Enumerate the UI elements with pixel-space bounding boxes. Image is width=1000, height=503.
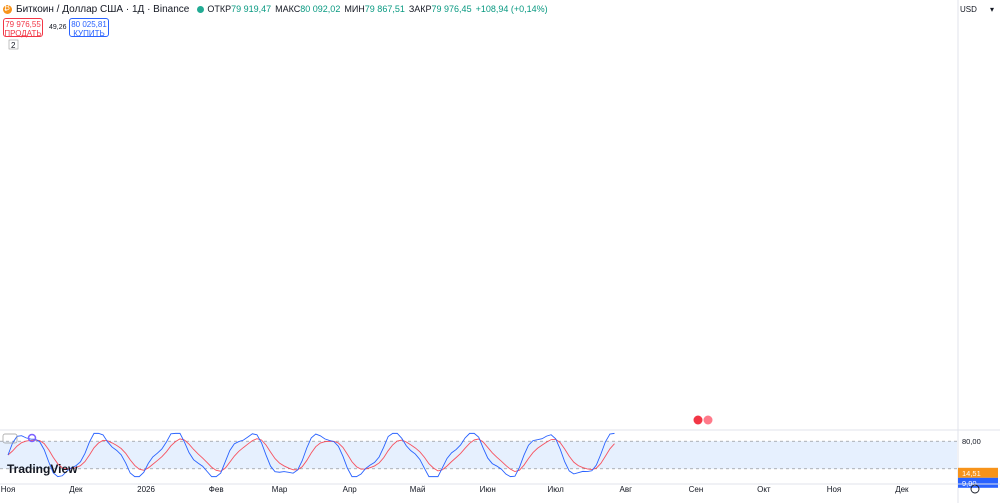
time-tick-label: Фев: [209, 485, 224, 494]
high-label: МАКС: [275, 4, 301, 14]
time-tick-label: Окт: [757, 485, 771, 494]
oscillator-d-line: [7, 438, 615, 473]
time-tick-label: Ноя: [1, 485, 16, 494]
low-label: МИН: [344, 4, 365, 14]
time-tick-label: Сен: [689, 485, 704, 494]
change-value: +108,94 (+0,14%): [475, 4, 548, 14]
close-label: ЗАКР: [408, 4, 432, 14]
time-tick-label: 2026: [137, 485, 155, 494]
time-tick-label: Апр: [343, 485, 358, 494]
tradingview-logo-text: TradingView: [7, 462, 78, 476]
interval-badge-label: 2: [11, 41, 16, 50]
high-value: 80 092,02: [300, 4, 341, 14]
oscillator-k-line: [7, 432, 615, 478]
tradingview-logo: TradingView: [7, 462, 77, 476]
bitcoin-icon: [3, 3, 12, 14]
buy-button[interactable]: 80 025,81 КУПИТЬ: [69, 18, 109, 38]
time-tick-label: Ноя: [827, 485, 842, 494]
oscillator-d-value: 9,90: [962, 479, 977, 488]
time-tick-label: Июн: [480, 485, 496, 494]
interval-badge: [8, 39, 19, 50]
oscillator-k-value: 14,51: [962, 469, 981, 478]
oscillator-level-label: 80,00: [962, 437, 981, 446]
market-status-icon: [197, 5, 205, 13]
buy-label: КУПИТЬ: [73, 29, 105, 38]
sell-price: 79 976,55: [5, 20, 41, 29]
oscillator-collapse-icon: [2, 433, 18, 444]
symbol-title[interactable]: Биткоин / Доллар США · 1Д · Binance: [16, 3, 190, 15]
time-axis: Ноя Дек 2026 Фев Мар Апр Май Июн Июл Авг Сен Окт Ноя…: [1, 485, 909, 494]
sell-button[interactable]: 79 976,55 ПРОДАТЬ: [3, 18, 43, 38]
currency-selector[interactable]: USD: [950, 2, 1000, 18]
time-tick-label: Дек: [895, 485, 909, 494]
close-value: 79 976,45: [431, 4, 472, 14]
symbol-header: Биткоин / Доллар США · 1Д · Binance ОТКР…: [0, 0, 552, 18]
event-marker-icon: [693, 415, 703, 425]
oscillator-band: [0, 441, 957, 469]
time-tick-label: Мар: [272, 485, 288, 494]
oscillator-k-tag: [958, 467, 998, 478]
time-tick-label: Июл: [548, 485, 565, 494]
spread-value: 49,26: [49, 24, 67, 31]
oscillator-settings-icon: [27, 433, 37, 443]
sell-label: ПРОДАТЬ: [4, 29, 42, 38]
open-value: 79 919,47: [231, 4, 272, 14]
open-label: ОТКР: [207, 4, 232, 14]
low-value: 79 867,51: [364, 4, 405, 14]
oscillator-d-tag: [958, 477, 998, 488]
time-tick-label: Май: [410, 485, 426, 494]
chart-settings-icon: [970, 484, 980, 494]
time-tick-label: Дек: [69, 485, 83, 494]
time-tick-label: Авг: [620, 485, 633, 494]
buy-price: 80 025,81: [71, 20, 107, 29]
event-marker-icon: [703, 415, 713, 425]
